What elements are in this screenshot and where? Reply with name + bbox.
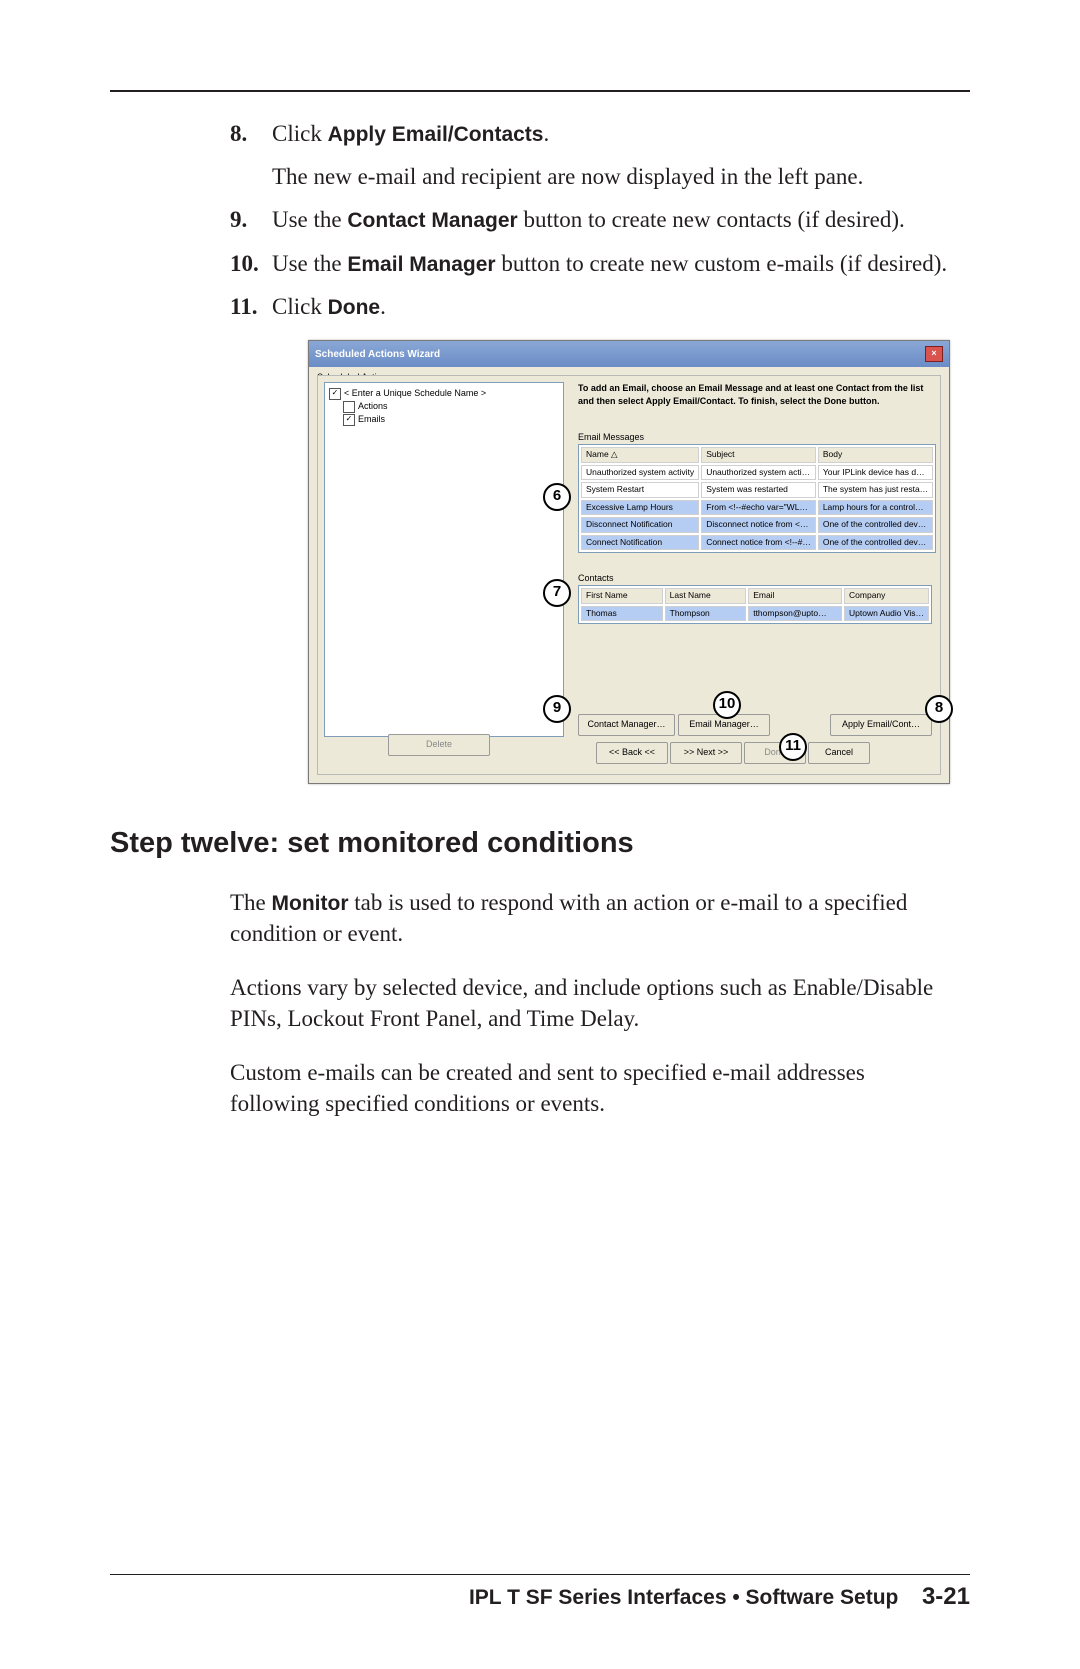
col-subject[interactable]: Subject — [701, 447, 816, 462]
text: The — [230, 890, 272, 915]
bold: Apply Email/Contacts — [328, 123, 544, 146]
table-row[interactable]: System RestartSystem was restartedThe sy… — [581, 482, 933, 497]
table-row[interactable]: Unauthorized system activityUnauthorized… — [581, 465, 933, 480]
section-heading: Step twelve: set monitored conditions — [110, 824, 950, 863]
cell: Unauthorized system activity — [581, 465, 699, 480]
footer: IPL T SF Series Interfaces • Software Se… — [110, 1574, 970, 1611]
tree-root[interactable]: ✓< Enter a Unique Schedule Name > — [329, 387, 559, 400]
cell: Disconnect notice from <… — [701, 517, 816, 532]
text: Use the — [272, 207, 347, 232]
table-row[interactable]: Thomas Thompson tthompson@upto… Uptown A… — [581, 606, 929, 621]
email-messages-label: Email Messages — [578, 431, 644, 443]
text: . — [380, 294, 386, 319]
tree-item-actions[interactable]: Actions — [343, 400, 559, 413]
cell: tthompson@upto… — [748, 606, 842, 621]
cell: System was restarted — [701, 482, 816, 497]
step-number — [230, 161, 272, 192]
cell: The system has just resta… — [818, 482, 933, 497]
cell: Your IPLink device has d… — [818, 465, 933, 480]
step-number: 10. — [230, 248, 272, 279]
text: Click — [272, 294, 328, 319]
groupbox: ✓< Enter a Unique Schedule Name > Action… — [317, 375, 941, 775]
cell: System Restart — [581, 482, 699, 497]
apply-email-contacts-button[interactable]: Apply Email/Cont… — [830, 714, 932, 736]
table-row[interactable]: Excessive Lamp HoursFrom <!--#echo var="… — [581, 500, 933, 515]
step-note: The new e-mail and recipient are now dis… — [230, 161, 950, 192]
close-icon[interactable]: × — [925, 346, 943, 362]
contacts-table[interactable]: First Name Last Name Email Company Thoma… — [578, 585, 932, 624]
cell: Excessive Lamp Hours — [581, 500, 699, 515]
text: button to create new custom e-mails (if … — [496, 251, 948, 276]
col-email[interactable]: Email — [748, 588, 842, 603]
paragraph: Actions vary by selected device, and inc… — [230, 972, 950, 1034]
next-button[interactable]: >> Next >> — [670, 742, 742, 764]
table-header-row: Name △ Subject Body — [581, 447, 933, 462]
body-column: 8. Click Apply Email/Contacts. The new e… — [230, 118, 950, 1119]
step-11: 11. Click Done. — [230, 291, 950, 322]
delete-button[interactable]: Delete — [388, 734, 490, 756]
bold: Contact Manager — [347, 209, 517, 232]
cell: One of the controlled dev… — [818, 517, 933, 532]
cell: Thompson — [665, 606, 747, 621]
cell: Connect Notification — [581, 535, 699, 550]
paragraph: Custom e-mails can be created and sent t… — [230, 1057, 950, 1119]
step-9: 9. Use the Contact Manager button to cre… — [230, 204, 950, 235]
callout-8: 8 — [925, 695, 953, 723]
contacts-label: Contacts — [578, 572, 614, 584]
text: button to create new contacts (if desire… — [518, 207, 905, 232]
step-8: 8. Click Apply Email/Contacts. — [230, 118, 950, 149]
step-text: Use the Contact Manager button to create… — [272, 204, 950, 235]
step-text: Click Apply Email/Contacts. — [272, 118, 950, 149]
tree-item-label: Actions — [358, 401, 388, 411]
step-list: 8. Click Apply Email/Contacts. The new e… — [230, 118, 950, 322]
cell: Lamp hours for a control… — [818, 500, 933, 515]
tree-item-label: Emails — [358, 414, 385, 424]
back-button[interactable]: << Back << — [596, 742, 668, 764]
col-lastname[interactable]: Last Name — [665, 588, 747, 603]
window-title: Scheduled Actions Wizard — [315, 348, 440, 362]
cell: Uptown Audio Vis… — [844, 606, 929, 621]
tree-item-emails[interactable]: ✓Emails — [343, 413, 559, 426]
instruction-text: To add an Email, choose an Email Message… — [578, 382, 932, 406]
page-number: 3-21 — [922, 1583, 970, 1610]
schedule-tree[interactable]: ✓< Enter a Unique Schedule Name > Action… — [324, 382, 564, 737]
text: . — [543, 121, 549, 146]
bold: Done — [328, 296, 381, 319]
wizard-window: Scheduled Actions Wizard × Scheduled Act… — [308, 340, 950, 784]
titlebar: Scheduled Actions Wizard × — [309, 341, 949, 367]
cell: Thomas — [581, 606, 663, 621]
cancel-button[interactable]: Cancel — [808, 742, 870, 764]
step-number: 9. — [230, 204, 272, 235]
step-10: 10. Use the Email Manager button to crea… — [230, 248, 950, 279]
table-header-row: First Name Last Name Email Company — [581, 588, 929, 603]
bold: Email Manager — [347, 253, 495, 276]
step-text: The new e-mail and recipient are now dis… — [272, 161, 950, 192]
step-number: 11. — [230, 291, 272, 322]
contact-manager-button[interactable]: Contact Manager… — [578, 714, 675, 736]
page: 8. Click Apply Email/Contacts. The new e… — [0, 0, 1080, 1669]
cell: One of the controlled dev… — [818, 535, 933, 550]
footer-text: IPL T SF Series Interfaces • Software Se… — [469, 1586, 898, 1609]
cell: Disconnect Notification — [581, 517, 699, 532]
text: Use the — [272, 251, 347, 276]
paragraph: The Monitor tab is used to respond with … — [230, 887, 950, 949]
col-firstname[interactable]: First Name — [581, 588, 663, 603]
email-messages-table[interactable]: Name △ Subject Body Unauthorized system … — [578, 444, 936, 553]
step-number: 8. — [230, 118, 272, 149]
text: Click — [272, 121, 328, 146]
cell: Unauthorized system acti… — [701, 465, 816, 480]
col-body[interactable]: Body — [818, 447, 933, 462]
top-rule — [110, 90, 970, 92]
step-text: Click Done. — [272, 291, 950, 322]
table-row[interactable]: Disconnect NotificationDisconnect notice… — [581, 517, 933, 532]
bold: Monitor — [272, 892, 349, 915]
tree-root-label: < Enter a Unique Schedule Name > — [344, 388, 486, 398]
cell: From <!--#echo var="WL… — [701, 500, 816, 515]
cell: Connect notice from <!--#… — [701, 535, 816, 550]
col-company[interactable]: Company — [844, 588, 929, 603]
screenshot-wrapper: Scheduled Actions Wizard × Scheduled Act… — [230, 340, 950, 784]
table-row[interactable]: Connect NotificationConnect notice from … — [581, 535, 933, 550]
col-name[interactable]: Name △ — [581, 447, 699, 462]
step-text: Use the Email Manager button to create n… — [272, 248, 950, 279]
